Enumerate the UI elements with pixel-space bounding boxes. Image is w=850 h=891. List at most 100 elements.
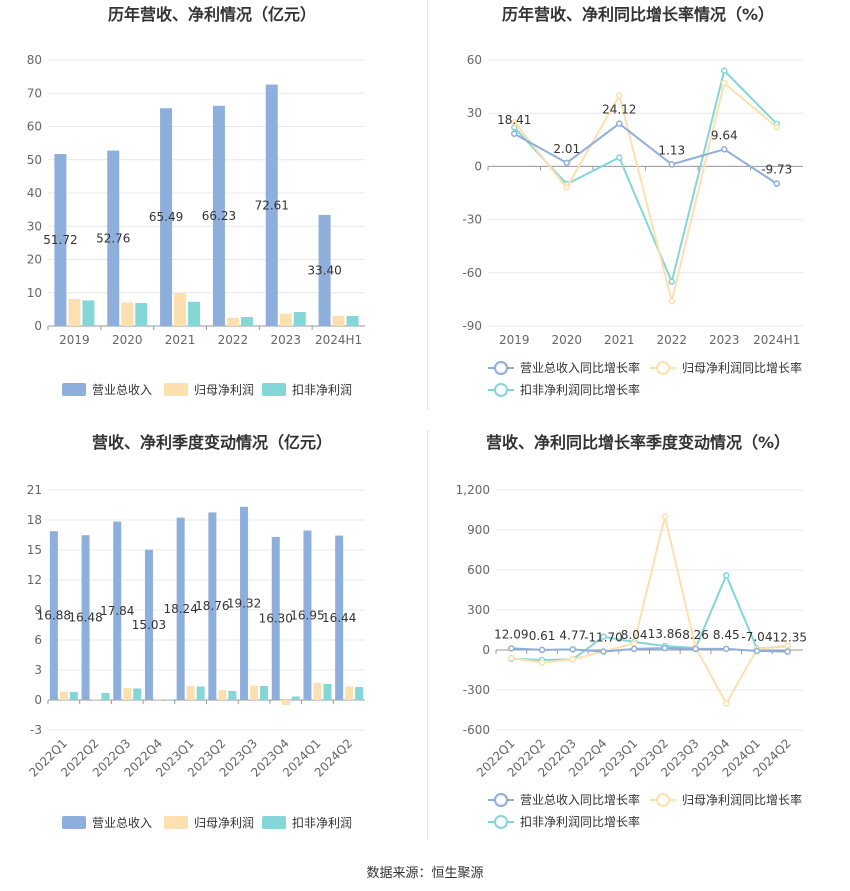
data-point — [784, 648, 791, 655]
bar — [271, 537, 280, 700]
data-source-note: 数据来源：恒生聚源 — [366, 866, 484, 881]
bar — [188, 301, 201, 326]
bar — [154, 699, 163, 700]
y-tick-label: 12 — [27, 573, 42, 587]
bar — [176, 517, 185, 700]
point-value-label: 8.45 — [713, 628, 740, 642]
bar — [291, 696, 300, 700]
data-point — [723, 645, 730, 653]
bar-value-label: 16.44 — [322, 611, 356, 625]
chart-title: 营收、净利同比增长率季度变动情况（%） — [486, 433, 790, 452]
series-line — [511, 572, 788, 662]
legend-label: 营业总收入同比增长率 — [520, 360, 640, 375]
bar-value-label: 17.84 — [100, 604, 134, 618]
y-tick-label: -3 — [30, 723, 42, 737]
legend-label: 营业总收入 — [92, 383, 152, 397]
series-line — [513, 122, 778, 185]
point-value-label: 13.86 — [648, 627, 682, 641]
bar-value-label: 33.40 — [307, 263, 341, 277]
data-point — [616, 120, 623, 127]
data-point — [721, 67, 728, 74]
data-point — [511, 130, 518, 138]
data-point — [508, 654, 515, 662]
legend-label: 归母净利润 — [194, 816, 254, 830]
point-value-label: 12.09 — [494, 627, 528, 641]
data-point — [563, 184, 570, 191]
y-tick-label: 9 — [34, 603, 42, 617]
data-point — [616, 154, 623, 161]
data-point — [773, 180, 780, 187]
bar — [313, 683, 322, 700]
point-value-label: 24.12 — [602, 103, 636, 117]
bar — [355, 687, 364, 700]
legend-marker — [494, 361, 508, 375]
y-tick-label: 21 — [27, 483, 42, 497]
quarterly-growth-rate-chart: 营收、净利同比增长率季度变动情况（%） 1,200 900 600 300 0 -300 -6… — [456, 433, 807, 829]
data-point — [511, 118, 518, 126]
x-tick-label: 2024H1 — [315, 333, 362, 347]
y-tick-label: 60 — [27, 120, 42, 134]
y-tick-label: 300 — [467, 603, 490, 617]
bar — [240, 317, 253, 326]
legend-label: 扣非净利润 — [292, 816, 352, 830]
y-tick-label: 0 — [34, 319, 42, 333]
bar — [123, 688, 132, 700]
data-point — [630, 645, 638, 653]
legend-label: 扣非净利润同比增长率 — [520, 814, 640, 829]
legend-label: 营业总收入 — [92, 816, 152, 830]
bar — [144, 549, 153, 700]
bar — [345, 686, 354, 700]
y-tick-label: 900 — [467, 523, 490, 537]
legend-swatch — [62, 816, 86, 829]
bar-value-label: 72.61 — [255, 198, 289, 212]
point-value-label: -9.73 — [761, 163, 792, 177]
y-tick-label: 3 — [34, 663, 42, 677]
bar — [265, 84, 278, 326]
data-point — [538, 659, 546, 666]
chart-title: 历年营收、净利情况（亿元） — [108, 5, 316, 24]
chart-title: 历年营收、净利同比增长率情况（%） — [502, 5, 774, 24]
data-point — [723, 572, 730, 579]
y-tick-label: -60 — [462, 266, 482, 280]
bar — [160, 108, 173, 326]
annual-revenue-profit-chart: 历年营收、净利情况（亿元） 80 70 60 50 40 30 20 10 0 2019 2020 20… — [27, 5, 365, 397]
y-tick-label: 0 — [482, 643, 490, 657]
legend-label: 归母净利润同比增长率 — [682, 792, 802, 807]
panel-divider-bottom — [427, 430, 428, 840]
data-point — [600, 633, 607, 640]
bar — [318, 214, 331, 326]
bar-value-label: 16.95 — [290, 608, 324, 622]
legend-label: 归母净利润 — [194, 383, 254, 397]
bar — [281, 700, 290, 705]
legend-label: 营业总收入同比增长率 — [520, 792, 640, 807]
data-point — [563, 159, 570, 167]
y-tick-label: 50 — [27, 153, 42, 167]
data-point — [569, 646, 576, 653]
y-tick-label: 18 — [27, 513, 42, 527]
y-tick-label: -30 — [462, 213, 482, 227]
y-tick-label: 40 — [27, 186, 42, 200]
legend-swatch — [62, 383, 86, 396]
point-value-label: 8.04 — [621, 628, 648, 642]
x-tick-label: 2021 — [165, 333, 196, 347]
quarterly-revenue-profit-chart: 营收、净利季度变动情况（亿元）211815129630-32022Q12022Q… — [26, 433, 365, 830]
y-tick-label: 0 — [474, 159, 482, 173]
y-tick-label: 1,200 — [456, 483, 490, 497]
x-tick-label: 2021 — [604, 333, 635, 347]
bar — [228, 691, 237, 700]
legend-marker — [494, 793, 508, 807]
bar-value-label: 66.23 — [202, 209, 236, 223]
data-point — [784, 642, 791, 649]
bar — [218, 690, 227, 700]
y-tick-label: -90 — [462, 319, 482, 333]
data-point — [723, 700, 730, 707]
bar — [68, 299, 81, 326]
series-line — [511, 516, 788, 706]
point-value-label: -12.35 — [768, 631, 807, 645]
bar — [121, 302, 134, 326]
bar-value-label: 16.48 — [68, 611, 102, 625]
legend-label: 扣非净利润 — [292, 383, 352, 397]
legend-marker — [656, 793, 670, 807]
bar — [59, 691, 68, 700]
bar — [260, 686, 269, 700]
